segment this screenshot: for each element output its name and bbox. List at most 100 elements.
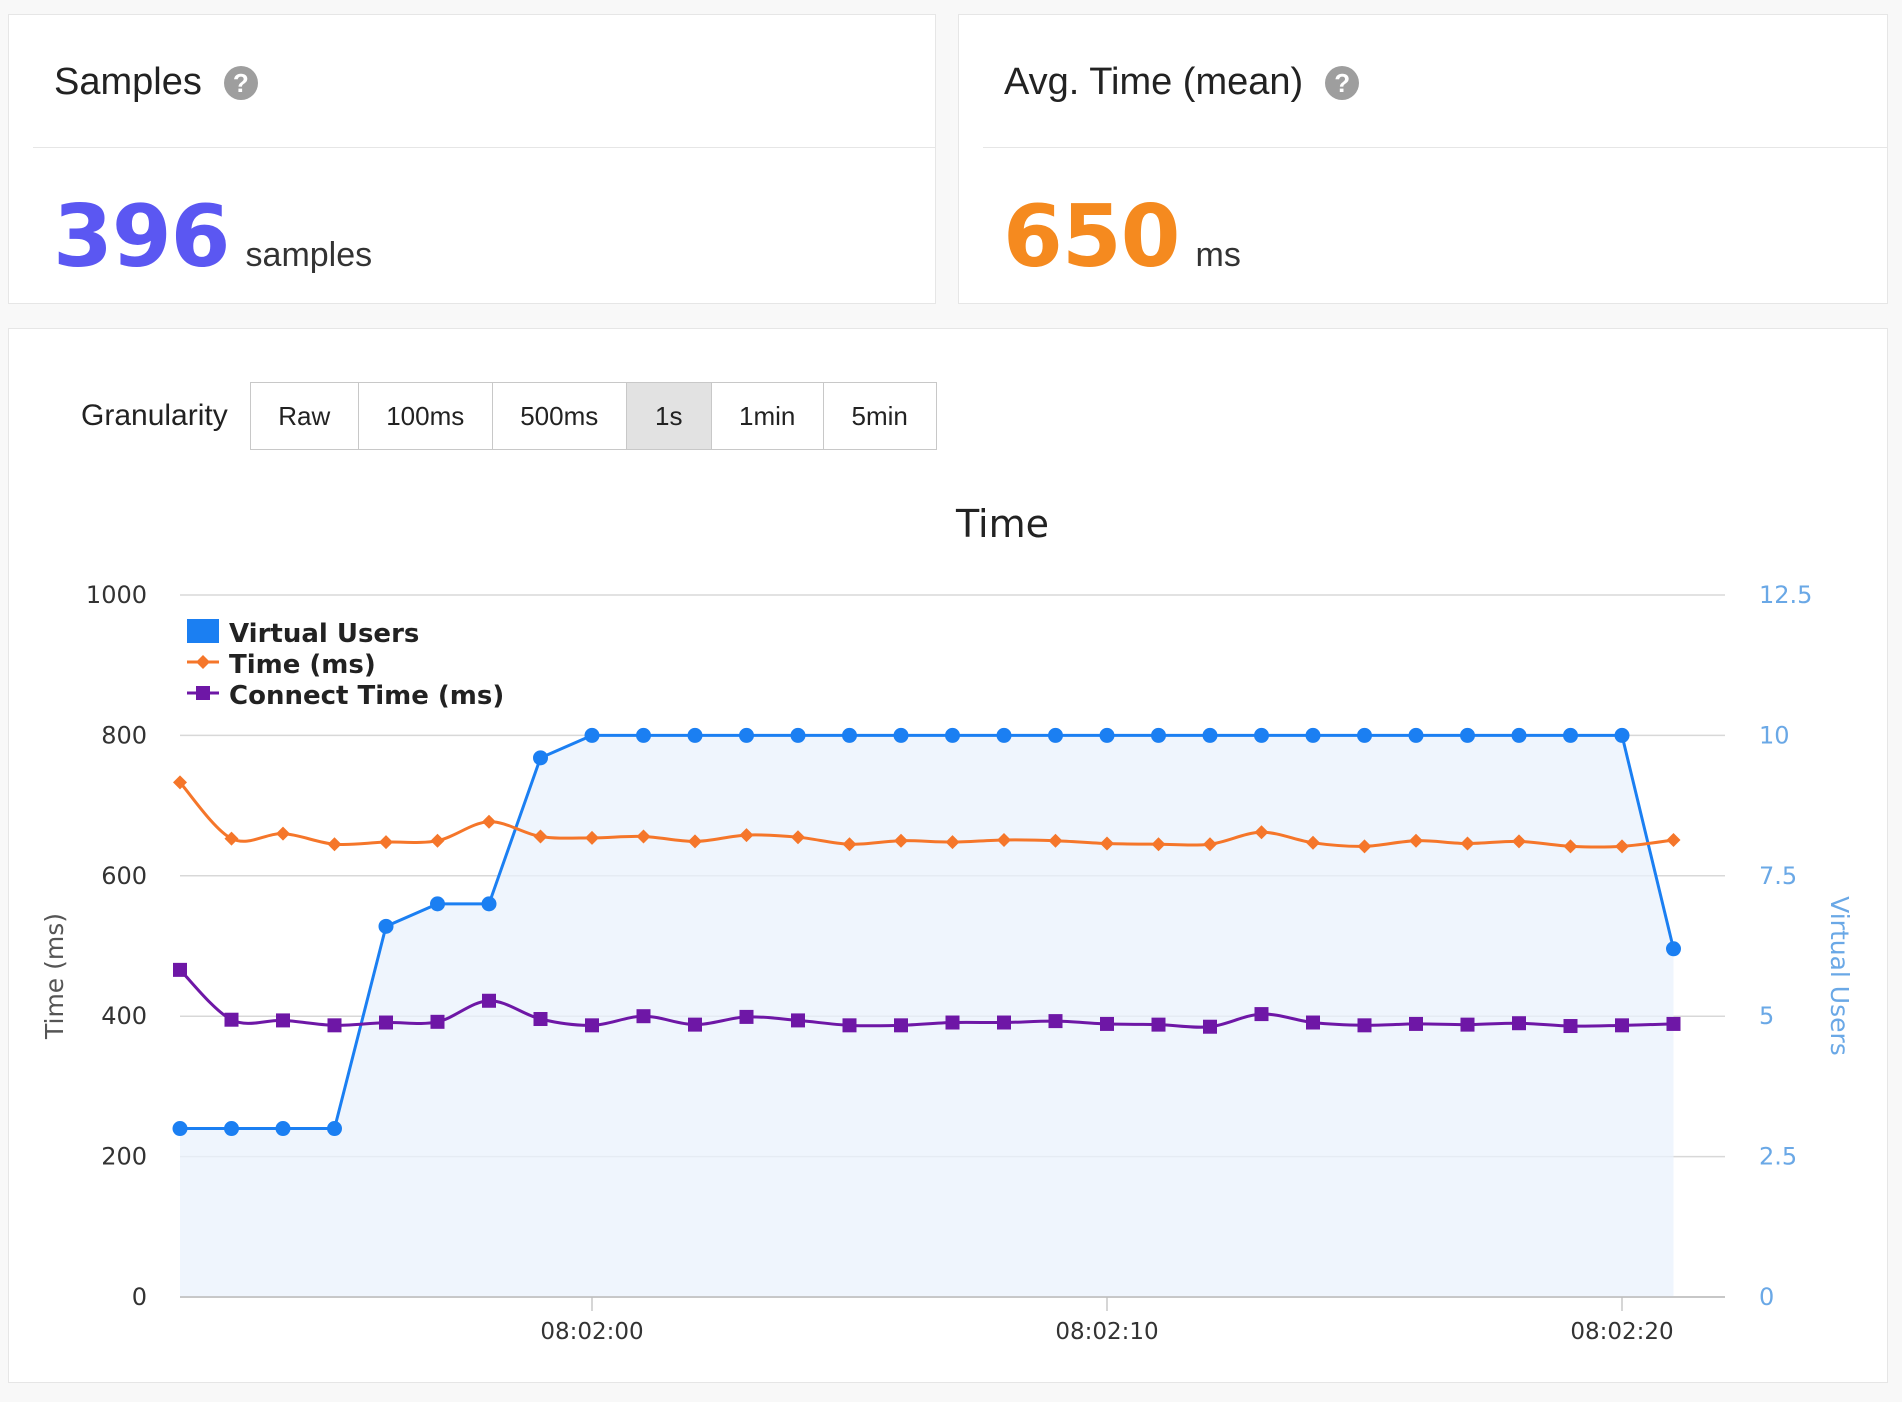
connect-time-ms-point [1357,1018,1372,1033]
virtual-users-point [481,896,497,912]
connect-time-ms-point [1254,1007,1269,1022]
x-tick-label: 08:02:10 [1055,1319,1158,1345]
virtual-users-point [275,1121,291,1137]
time-ms-point [1306,835,1320,850]
granularity-5min-button[interactable]: 5min [823,383,936,449]
time-ms-point [327,837,342,852]
time-ms-point [842,837,857,852]
time-ms-point [173,775,187,790]
question-circle-icon[interactable]: ? [223,65,258,100]
legend-label: Virtual Users [229,619,419,649]
granularity-500ms-button[interactable]: 500ms [492,383,627,449]
legend-connect-time-marker [196,686,210,700]
virtual-users-point [1408,727,1424,743]
virtual-users-point [327,1121,342,1137]
connect-time-ms-point [842,1018,857,1033]
y-tick-label: 1000 [86,581,147,609]
samples-unit: samples [245,236,373,274]
connect-time-ms-point [739,1009,754,1024]
virtual-users-point [1254,727,1269,743]
virtual-users-point [739,727,754,743]
avg-time-unit: ms [1195,236,1241,274]
time-ms-point [1666,832,1681,847]
connect-time-ms-point [482,993,496,1008]
virtual-users-point [790,727,806,743]
chart-title: Time [955,502,1049,546]
y2-tick-label: 2.5 [1759,1143,1797,1171]
connect-time-ms-point [1460,1017,1475,1032]
granularity-1min-button[interactable]: 1min [711,383,824,449]
virtual-users-point [1563,727,1578,743]
time-ms-point [585,830,599,845]
time-ms-point [1357,839,1372,854]
legend-label: Time (ms) [229,650,376,680]
samples-value: 396 [53,187,231,287]
virtual-users-line [180,733,1675,1131]
connect-time-ms-point [894,1018,908,1033]
legend-label: Connect Time (ms) [229,681,504,711]
time-ms-point [276,826,290,841]
connect-time-ms-point [945,1015,960,1030]
connect-time-ms-point [636,1009,651,1024]
time-ms-point [1512,834,1526,849]
question-circle-icon[interactable]: ? [1325,65,1360,100]
y-tick-label: 800 [101,721,147,749]
time-ms-point [894,833,908,848]
y-tick-label: 0 [132,1283,147,1311]
connect-time-ms-point [1512,1016,1526,1031]
y2-axis-label: Virtual Users [1825,896,1854,1056]
connect-time-ms-point [533,1012,548,1027]
time-ms-point [739,828,754,843]
virtual-users-point [1048,727,1063,743]
time-ms-point [482,814,496,829]
virtual-users-point [1614,727,1630,743]
avg-time-card-title: Avg. Time (mean) ? [1004,61,1360,104]
connect-time-ms-point [1048,1014,1063,1029]
virtual-users-point [636,727,651,743]
connect-time-ms-point [688,1017,702,1032]
y2-tick-label: 12.5 [1759,581,1812,609]
y2-tick-label: 0 [1759,1283,1774,1311]
connect-time-ms-point [1563,1019,1578,1034]
connect-time-ms-point [1409,1016,1423,1031]
time-ms-point [636,829,651,844]
virtual-users-point [533,750,548,766]
connect-time-ms-point [379,1015,393,1030]
legend-time-marker [196,655,210,669]
time-ms-point [997,832,1011,847]
time-ms-point [224,831,239,846]
time-ms-point [1615,839,1629,854]
virtual-users-point [1099,727,1115,743]
granularity-1s-button[interactable]: 1s [626,383,712,449]
connect-time-ms-point [1151,1017,1166,1032]
avg-time-card: Avg. Time (mean) ? 650 ms [958,14,1888,304]
granularity-selector: Granularity Raw 100ms 500ms 1s 1min 5min [81,382,937,450]
virtual-users-point [584,727,600,743]
time-ms-point [1254,825,1269,840]
virtual-users-point [1202,727,1218,743]
granularity-raw-button[interactable]: Raw [250,383,359,449]
connect-time-ms-point [224,1012,239,1027]
virtual-users-point [996,727,1012,743]
time-ms-point [1563,839,1578,854]
x-tick-label: 08:02:20 [1570,1319,1673,1345]
connect-time-ms-point [276,1013,290,1028]
virtual-users-point [1666,941,1681,957]
avg-time-metric: 650 ms [1003,187,1241,287]
y-tick-label: 600 [101,862,147,890]
avg-time-title-text: Avg. Time (mean) [1004,61,1304,103]
virtual-users-point [1511,727,1527,743]
virtual-users-point [945,727,960,743]
connect-time-ms-point [173,962,187,977]
virtual-users-point [1460,727,1475,743]
samples-card-title: Samples ? [54,61,258,104]
virtual-users-point [172,1121,188,1137]
time-ms-point [1151,837,1166,852]
granularity-100ms-button[interactable]: 100ms [358,383,493,449]
virtual-users-point [1357,727,1372,743]
time-ms-point [379,835,393,850]
time-ms-point [1100,836,1114,851]
connect-time-ms-point [327,1018,342,1033]
connect-time-ms-point [1666,1016,1681,1031]
connect-time-ms-point [1615,1018,1629,1033]
